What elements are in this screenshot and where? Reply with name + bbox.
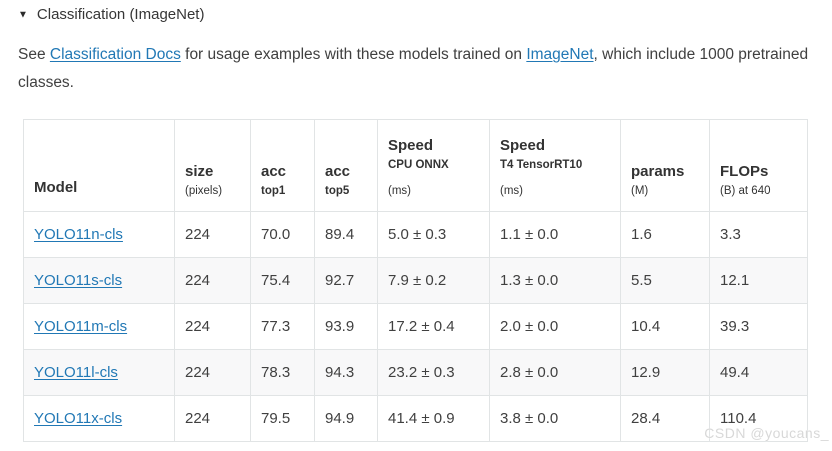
col-header-model: Model: [23, 119, 175, 212]
value-cell: 49.4: [709, 349, 808, 396]
col-header-acc-top1: acc top1: [250, 119, 315, 212]
table-header: Model size (pixels) acc top1 acc top5: [23, 119, 808, 212]
value-cell: 79.5: [250, 395, 315, 442]
value-cell: 224: [174, 303, 251, 350]
intro-text-2: for usage examples with these models tra…: [180, 46, 527, 63]
table-row: YOLO11n-cls 224 70.0 89.4 5.0 ± 0.3 1.1 …: [23, 211, 808, 258]
model-link[interactable]: YOLO11n-cls: [34, 226, 123, 243]
value-cell: 5.5: [620, 257, 710, 304]
value-cell: 77.3: [250, 303, 315, 350]
table-body: YOLO11n-cls 224 70.0 89.4 5.0 ± 0.3 1.1 …: [23, 211, 808, 442]
value-cell: 2.8 ± 0.0: [489, 349, 621, 396]
table-row: YOLO11x-cls 224 79.5 94.9 41.4 ± 0.9 3.8…: [23, 395, 808, 442]
value-cell: 28.4: [620, 395, 710, 442]
value-cell: 1.1 ± 0.0: [489, 211, 621, 258]
value-cell: 94.3: [314, 349, 378, 396]
value-cell: 93.9: [314, 303, 378, 350]
models-table: Model size (pixels) acc top1 acc top5: [23, 119, 808, 442]
col-header-speed-tensorrt: Speed T4 TensorRT10 (ms): [489, 119, 621, 212]
imagenet-link[interactable]: ImageNet: [526, 46, 594, 63]
value-cell: 224: [174, 349, 251, 396]
table-row: YOLO11s-cls 224 75.4 92.7 7.9 ± 0.2 1.3 …: [23, 257, 808, 304]
model-cell: YOLO11l-cls: [23, 349, 175, 396]
section-title: Classification (ImageNet): [36, 6, 205, 23]
value-cell: 78.3: [250, 349, 315, 396]
classification-docs-link[interactable]: Classification Docs: [49, 46, 181, 63]
value-cell: 75.4: [250, 257, 315, 304]
value-cell: 110.4: [709, 395, 808, 442]
value-cell: 5.0 ± 0.3: [377, 211, 490, 258]
intro-paragraph: See Classification Docs for usage exampl…: [18, 41, 814, 97]
intro-text-1: See: [18, 46, 50, 63]
model-link[interactable]: YOLO11m-cls: [34, 318, 128, 335]
intro-text-3: , which include 1000 pretrained classes.: [18, 46, 809, 91]
value-cell: 3.3: [709, 211, 808, 258]
value-cell: 224: [174, 395, 251, 442]
model-cell: YOLO11m-cls: [23, 303, 175, 350]
value-cell: 94.9: [314, 395, 378, 442]
value-cell: 7.9 ± 0.2: [377, 257, 490, 304]
value-cell: 2.0 ± 0.0: [489, 303, 621, 350]
value-cell: 1.3 ± 0.0: [489, 257, 621, 304]
col-header-flops: FLOPs (B) at 640: [709, 119, 808, 212]
value-cell: 17.2 ± 0.4: [377, 303, 490, 350]
value-cell: 92.7: [314, 257, 378, 304]
col-header-size: size (pixels): [174, 119, 251, 212]
value-cell: 89.4: [314, 211, 378, 258]
model-link[interactable]: YOLO11l-cls: [34, 364, 118, 381]
value-cell: 39.3: [709, 303, 808, 350]
value-cell: 224: [174, 257, 251, 304]
col-header-speed-cpu: Speed CPU ONNX (ms): [377, 119, 490, 212]
table-row: YOLO11m-cls 224 77.3 93.9 17.2 ± 0.4 2.0…: [23, 303, 808, 350]
col-header-acc-top5: acc top5: [314, 119, 378, 212]
disclosure-triangle-icon: ▼: [18, 9, 28, 21]
value-cell: 224: [174, 211, 251, 258]
section-summary-classification[interactable]: ▼ Classification (ImageNet): [18, 4, 814, 26]
value-cell: 10.4: [620, 303, 710, 350]
header-row: Model size (pixels) acc top1 acc top5: [23, 119, 808, 212]
value-cell: 70.0: [250, 211, 315, 258]
model-cell: YOLO11x-cls: [23, 395, 175, 442]
value-cell: 12.9: [620, 349, 710, 396]
value-cell: 1.6: [620, 211, 710, 258]
value-cell: 41.4 ± 0.9: [377, 395, 490, 442]
model-cell: YOLO11s-cls: [23, 257, 175, 304]
value-cell: 12.1: [709, 257, 808, 304]
model-link[interactable]: YOLO11x-cls: [34, 410, 123, 427]
csdn-watermark: CSDN @youcans_: [704, 425, 829, 441]
model-cell: YOLO11n-cls: [23, 211, 175, 258]
table-row: YOLO11l-cls 224 78.3 94.3 23.2 ± 0.3 2.8…: [23, 349, 808, 396]
value-cell: 3.8 ± 0.0: [489, 395, 621, 442]
value-cell: 23.2 ± 0.3: [377, 349, 490, 396]
model-link[interactable]: YOLO11s-cls: [34, 272, 123, 289]
col-header-params: params (M): [620, 119, 710, 212]
